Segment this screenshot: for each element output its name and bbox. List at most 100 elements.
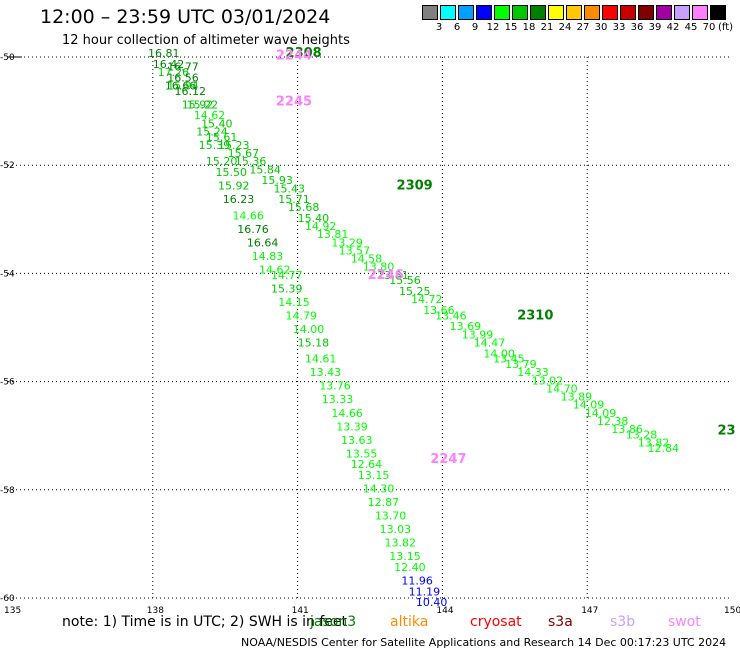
wave-height-value: 13.39 (336, 420, 368, 433)
wave-height-value: 13.81 (377, 269, 409, 282)
legend-label: 21 (540, 22, 554, 33)
wave-height-value: 13.28 (626, 428, 658, 441)
legend-label: 70 (702, 22, 716, 33)
wave-height-value: 13.79 (505, 358, 537, 371)
wave-height-value: 15.18 (298, 336, 330, 349)
wave-height-value: 11.19 (409, 585, 441, 598)
legend-swatch (440, 5, 456, 20)
legend-label: 3 (435, 22, 443, 33)
legend-swatch (566, 5, 582, 20)
legend-label: 12 (486, 22, 500, 33)
wave-height-value: 13.80 (363, 261, 395, 274)
legend-swatch (548, 5, 564, 20)
wave-height-value: 12.84 (648, 442, 680, 455)
wave-height-points: 16.8116.4216.7717.2616.5616.6615.9416.12… (148, 47, 679, 609)
wave-height-value: 15.25 (399, 285, 431, 298)
wave-height-value: 15.93 (261, 174, 293, 187)
legend-swatch (638, 5, 654, 20)
wave-height-value: 14.62 (259, 263, 291, 276)
wave-height-value: 13.43 (310, 366, 342, 379)
satellite-name: jason3 (310, 614, 357, 630)
legend-units: (ft) (718, 22, 734, 33)
wave-height-value: 14.33 (517, 366, 549, 379)
wave-height-value: 15.84 (249, 163, 280, 176)
wave-height-value: 15.40 (298, 212, 330, 225)
wave-height-value: 13.66 (423, 304, 455, 317)
wave-height-value: 16.42 (153, 58, 185, 71)
legend-swatch (494, 5, 510, 20)
legend-swatch (476, 5, 492, 20)
lat-tick-label: -58 (0, 486, 15, 496)
wave-height-value: 16.77 (167, 61, 199, 74)
wave-height-value: 14.92 (305, 220, 337, 233)
lat-tick-label: -50 (0, 53, 15, 63)
wave-height-value: 15.68 (288, 201, 320, 214)
legend-label: 36 (630, 22, 644, 33)
wave-height-value: 14.09 (585, 407, 617, 420)
satellite-name: swot (668, 614, 701, 630)
wave-height-value: 15.24 (196, 125, 228, 138)
track-time-label: 2308 (286, 46, 322, 61)
legend-label: 6 (453, 22, 461, 33)
wave-height-value: 16.66 (165, 79, 197, 92)
lat-tick-label: -54 (0, 269, 15, 279)
wave-height-value: 14.30 (363, 483, 395, 496)
wave-height-value: 13.33 (322, 393, 354, 406)
wave-height-value: 13.29 (331, 236, 363, 249)
legend-swatch (620, 5, 636, 20)
legend-swatch (422, 5, 438, 20)
legend-swatch (512, 5, 528, 20)
legend-swatch (692, 5, 708, 20)
legend-swatch (458, 5, 474, 20)
wave-height-value: 13.76 (319, 380, 351, 393)
satellite-name: cryosat (470, 614, 522, 630)
wave-height-value: 14.58 (351, 253, 383, 266)
wave-height-value: 16.23 (223, 193, 255, 206)
wave-height-value: 15.23 (218, 139, 250, 152)
wave-height-value: 15.22 (187, 98, 219, 111)
lon-tick-label: 141 (292, 606, 309, 616)
wave-height-value: 14.77 (271, 269, 303, 282)
legend-label: 27 (576, 22, 590, 33)
wave-height-value: 15.40 (201, 117, 233, 130)
wave-height-value: 14.79 (286, 309, 318, 322)
wave-height-value: 16.76 (237, 223, 269, 236)
map-grid (8, 56, 732, 599)
wave-height-value: 15.39 (271, 282, 303, 295)
page-title: 12:00 – 23:59 UTC 03/01/2024 (40, 6, 331, 28)
legend-label: 15 (504, 22, 518, 33)
wave-height-value: 14.72 (411, 293, 443, 306)
wave-height-value: 13.55 (346, 447, 378, 460)
track-time-label: 2310 (517, 308, 553, 323)
track-time-label: 2244 (276, 49, 312, 64)
wave-height-value: 13.82 (384, 537, 416, 550)
lon-tick-label: 147 (581, 606, 598, 616)
legend-swatch (602, 5, 618, 20)
wave-height-value: 13.57 (339, 244, 371, 257)
footer-credit: NOAA/NESDIS Center for Satellite Applica… (241, 636, 727, 649)
wave-height-value: 14.15 (278, 296, 310, 309)
wave-height-value: 13.99 (462, 328, 494, 341)
wave-height-value: 14.00 (483, 347, 514, 360)
wave-height-value: 13.82 (638, 437, 670, 450)
legend-swatch (530, 5, 546, 20)
track-time-label: 23 (718, 424, 736, 439)
wave-height-value: 14.83 (252, 250, 284, 263)
wave-height-value: 15.94 (167, 79, 199, 92)
wave-height-value: 14.66 (331, 407, 363, 420)
wave-height-value: 13.02 (532, 374, 564, 387)
satellite-name: s3b (610, 614, 636, 630)
legend-swatch (674, 5, 690, 20)
legend-label: 39 (648, 22, 662, 33)
wave-height-value: 15.20 (206, 155, 238, 168)
wave-height-value: 12.38 (597, 415, 629, 428)
wave-height-value: 14.70 (546, 382, 578, 395)
wave-height-value: 11.96 (401, 574, 433, 587)
wave-height-value: 13.15 (358, 469, 390, 482)
wave-height-value: 15.67 (228, 147, 260, 160)
legend-swatch (584, 5, 600, 20)
wave-height-value: 13.69 (450, 320, 482, 333)
wave-height-value: 17.26 (158, 66, 190, 79)
